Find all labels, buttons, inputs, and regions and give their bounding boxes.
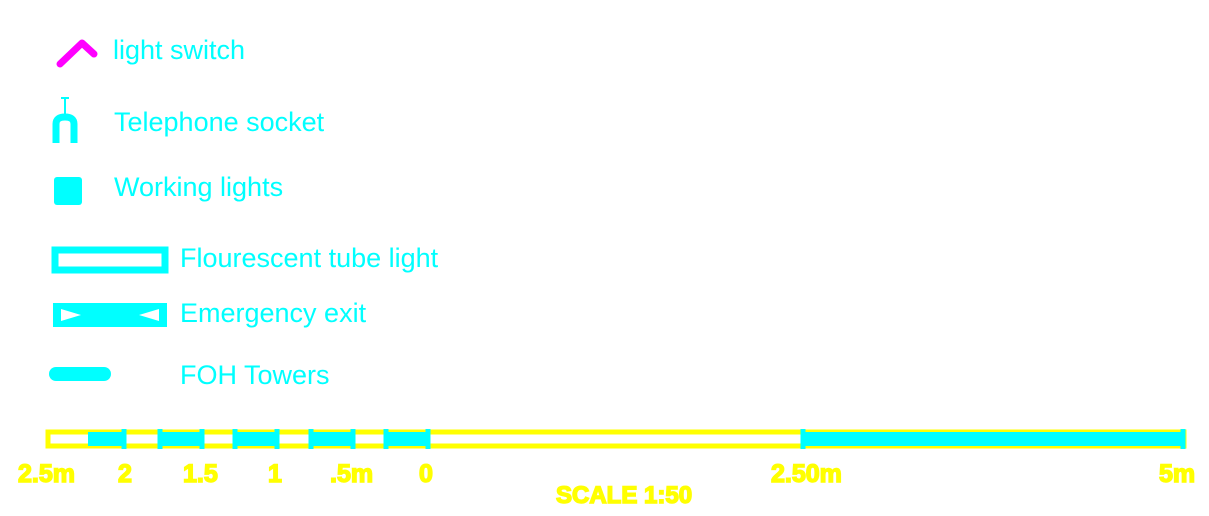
fluorescent-tube-icon [51, 246, 169, 274]
scale-tick-label: .5m [329, 460, 374, 488]
scale-tick-label: 2 [117, 460, 132, 488]
scale-title: SCALE 1:50 [555, 482, 693, 509]
legend-label-telephone-socket: Telephone socket [114, 107, 325, 137]
legend-label-working-lights: Working lights [114, 172, 284, 202]
legend-label-light-switch: light switch [113, 35, 246, 65]
scale-tick-label: 2.5m [17, 460, 75, 488]
legend-label-foh-towers: FOH Towers [180, 360, 330, 390]
scale-tick-label: 2.50m [770, 460, 842, 488]
foh-tower-icon [49, 367, 111, 381]
emergency-exit-icon [53, 303, 167, 327]
scale-tick-label: 1.5 [182, 460, 218, 488]
scale-tick-label: 5m [1158, 460, 1196, 488]
light-switch-icon [56, 39, 98, 68]
telephone-socket-icon [52, 97, 78, 143]
legend-label-emergency-exit: Emergency exit [180, 298, 367, 328]
scale-tick-label: 0 [418, 460, 433, 488]
scale-bar-segments [88, 429, 431, 449]
legend-label-fluorescent-tube: Flourescent tube light [180, 243, 439, 273]
scale-tick-label: 1 [267, 460, 282, 488]
scale-bar-fill-right [803, 432, 1184, 446]
working-light-icon [54, 177, 82, 205]
scale-bar [45, 429, 1187, 449]
